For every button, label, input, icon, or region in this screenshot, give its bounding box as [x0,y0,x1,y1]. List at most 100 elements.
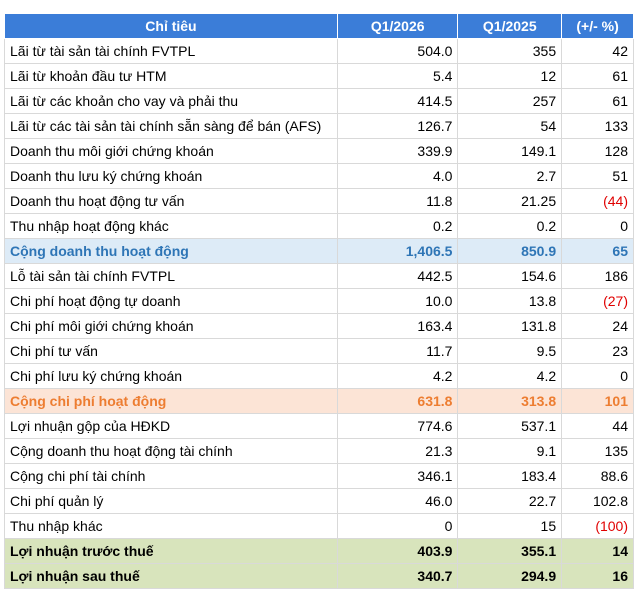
value-cell: 504.0 [336,38,459,64]
row-label: Chi phí lưu ký chứng khoán [4,363,338,389]
row-label: Doanh thu hoạt động tư vấn [4,188,338,214]
table-row: Doanh thu hoạt động tư vấn 11.8 21.25 (44) [4,188,634,214]
value-cell: 4.2 [336,363,459,389]
value-cell: 42 [561,38,634,64]
value-cell: 346.1 [336,463,459,489]
table-row: Doanh thu lưu ký chứng khoán 4.0 2.7 51 [4,163,634,189]
table-row: Chi phí hoạt động tự doanh 10.0 13.8 (27) [4,288,634,314]
row-label: Chi phí hoạt động tự doanh [4,288,338,314]
value-cell: 4.0 [336,163,459,189]
row-label: Lợi nhuận trước thuế [4,538,338,564]
row-label: Cộng doanh thu hoạt động [4,238,338,264]
value-cell: 23 [561,338,634,364]
row-label: Doanh thu lưu ký chứng khoán [4,163,338,189]
row-label: Doanh thu môi giới chứng khoán [4,138,338,164]
value-cell: 11.7 [336,338,459,364]
value-cell: 4.2 [457,363,563,389]
value-cell: 0 [561,363,634,389]
value-cell: 128 [561,138,634,164]
value-cell: 13.8 [457,288,563,314]
row-label: Thu nhập khác [4,513,338,539]
table-row: Lãi từ khoản đầu tư HTM 5.4 12 61 [4,63,634,89]
table-row: Lợi nhuận sau thuế 340.7 294.9 16 [4,563,634,589]
row-label: Chi phí quản lý [4,488,338,514]
value-cell: 257 [457,88,563,114]
value-cell: 54 [457,113,563,139]
header-cell: Chỉ tiêu [4,13,338,39]
row-label: Lợi nhuận sau thuế [4,563,338,589]
table-row: Lãi từ các tài sản tài chính sẵn sàng để… [4,113,634,139]
value-cell: 355.1 [457,538,563,564]
value-cell: 183.4 [457,463,563,489]
row-label: Thu nhập hoạt động khác [4,213,338,239]
value-cell: 9.1 [457,438,563,464]
table-row: Lãi từ các khoản cho vay và phải thu 414.… [4,88,634,114]
header-cell: Q1/2025 [457,13,563,39]
value-cell: 14 [561,538,634,564]
value-cell: 774.6 [336,413,459,439]
table-row: Cộng chi phí hoạt động 631.8 313.8 101 [4,388,634,414]
value-cell: 0.2 [457,213,563,239]
value-cell: 186 [561,263,634,289]
value-cell: 46.0 [336,488,459,514]
value-cell: 850.9 [457,238,563,264]
table-row: Thu nhập khác 0 15 (100) [4,513,634,539]
value-cell: 88.6 [561,463,634,489]
table-row: Lợi nhuận trước thuế 403.9 355.1 14 [4,538,634,564]
value-cell: 24 [561,313,634,339]
row-label: Chi phí tư vấn [4,338,338,364]
header-row: Chỉ tiêu Q1/2026 Q1/2025 (+/- %) [4,13,634,39]
value-cell: 102.8 [561,488,634,514]
value-cell: 21.25 [457,188,563,214]
value-cell: 339.9 [336,138,459,164]
value-cell: 537.1 [457,413,563,439]
table-row: Cộng doanh thu hoạt động 1,406.5 850.9 65 [4,238,634,264]
value-cell: 1,406.5 [336,238,459,264]
value-cell: (27) [561,288,634,314]
row-label: Cộng chi phí tài chính [4,463,338,489]
table-row: Lỗ tài sản tài chính FVTPL 442.5 154.6 186 [4,263,634,289]
row-label: Lãi từ khoản đầu tư HTM [4,63,338,89]
value-cell: 135 [561,438,634,464]
table-row: Cộng chi phí tài chính 346.1 183.4 88.6 [4,463,634,489]
value-cell: 163.4 [336,313,459,339]
table-body: Lãi từ tài sản tài chính FVTPL 504.0 355 42… [4,38,634,589]
value-cell: 101 [561,388,634,414]
table-row: Chi phí tư vấn 11.7 9.5 23 [4,338,634,364]
header-cell: (+/- %) [561,13,634,39]
table-row: Chi phí lưu ký chứng khoán 4.2 4.2 0 [4,363,634,389]
value-cell: 355 [457,38,563,64]
value-cell: 442.5 [336,263,459,289]
value-cell: 10.0 [336,288,459,314]
value-cell: 154.6 [457,263,563,289]
value-cell: 403.9 [336,538,459,564]
value-cell: 15 [457,513,563,539]
row-label: Lợi nhuận gộp của HĐKD [4,413,338,439]
value-cell: (44) [561,188,634,214]
table-row: Cộng doanh thu hoạt động tài chính 21.3 9.… [4,438,634,464]
value-cell: 9.5 [457,338,563,364]
value-cell: 16 [561,563,634,589]
value-cell: 21.3 [336,438,459,464]
value-cell: 294.9 [457,563,563,589]
value-cell: (100) [561,513,634,539]
value-cell: 51 [561,163,634,189]
value-cell: 61 [561,88,634,114]
value-cell: 0.2 [336,213,459,239]
table-row: Chi phí quản lý 46.0 22.7 102.8 [4,488,634,514]
value-cell: 149.1 [457,138,563,164]
table-row: Thu nhập hoạt động khác 0.2 0.2 0 [4,213,634,239]
row-label: Lãi từ các tài sản tài chính sẵn sàng để… [4,113,338,139]
value-cell: 12 [457,63,563,89]
value-cell: 313.8 [457,388,563,414]
value-cell: 5.4 [336,63,459,89]
row-label: Chi phí môi giới chứng khoán [4,313,338,339]
value-cell: 11.8 [336,188,459,214]
value-cell: 61 [561,63,634,89]
value-cell: 131.8 [457,313,563,339]
value-cell: 44 [561,413,634,439]
row-label: Lãi từ các khoản cho vay và phải thu [4,88,338,114]
value-cell: 126.7 [336,113,459,139]
row-label: Lỗ tài sản tài chính FVTPL [4,263,338,289]
